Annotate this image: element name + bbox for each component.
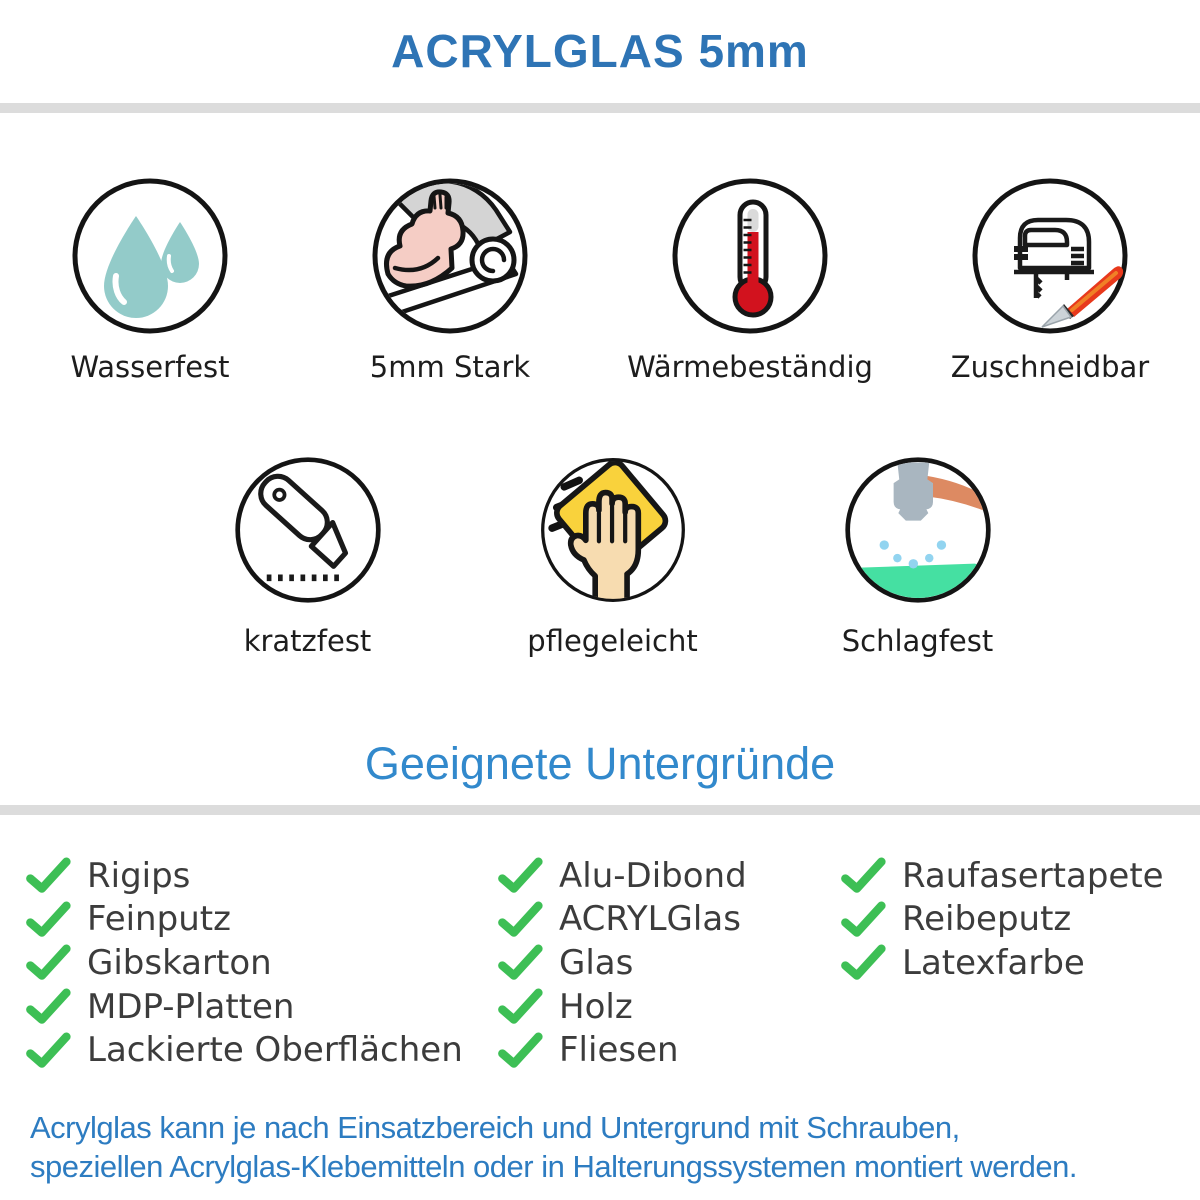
check-icon bbox=[840, 901, 886, 938]
surface-label: Holz bbox=[559, 986, 633, 1027]
list-item: Fliesen bbox=[497, 1028, 747, 1072]
list-item: Reibeputz bbox=[840, 898, 1164, 942]
surface-label: ACRYLGlas bbox=[559, 899, 741, 940]
check-icon bbox=[497, 944, 543, 981]
divider-bar bbox=[0, 805, 1200, 815]
feature-wasserfest: Wasserfest bbox=[0, 176, 300, 384]
surface-label: Reibeputz bbox=[902, 899, 1072, 940]
list-item: Latexfarbe bbox=[840, 941, 1164, 985]
water-drops-icon bbox=[70, 176, 230, 336]
thermometer-icon bbox=[670, 176, 830, 336]
footer-line-2: speziellen Acrylglas-Klebemitteln oder i… bbox=[30, 1148, 1078, 1184]
surfaces-list: Rigips Feinputz Gibskarton MDP-Platten L… bbox=[0, 854, 1200, 1104]
list-item: Raufasertapete bbox=[840, 854, 1164, 898]
flex-arm-roll-icon bbox=[370, 176, 530, 336]
features-row-2: kratzfest pflegeleicht bbox=[0, 455, 1200, 658]
surface-label: Gibskarton bbox=[87, 942, 272, 983]
list-item: Alu-Dibond bbox=[497, 854, 747, 898]
page-title: ACRYLGLAS 5mm bbox=[391, 25, 809, 77]
surface-column-3: Raufasertapete Reibeputz Latexfarbe bbox=[840, 854, 1164, 985]
surface-label: Fliesen bbox=[559, 1030, 679, 1071]
hammer-impact-icon bbox=[843, 455, 993, 605]
surface-column-1: Rigips Feinputz Gibskarton MDP-Platten L… bbox=[25, 854, 463, 1072]
feature-5mm-stark: 5mm Stark bbox=[300, 176, 600, 384]
feature-waermebestaendig: Wärmebeständig bbox=[600, 176, 900, 384]
check-icon bbox=[25, 857, 71, 894]
list-item: MDP-Platten bbox=[25, 985, 463, 1029]
list-item: Glas bbox=[497, 941, 747, 985]
check-icon bbox=[497, 1032, 543, 1069]
check-icon bbox=[25, 901, 71, 938]
feature-label: Wärmebeständig bbox=[627, 350, 873, 384]
surface-label: Lackierte Oberflächen bbox=[87, 1030, 463, 1071]
surface-label: Alu-Dibond bbox=[559, 855, 747, 896]
footer-note: Acrylglas kann je nach Einsatzbereich un… bbox=[30, 1109, 1190, 1186]
feature-pflegeleicht: pflegeleicht bbox=[460, 455, 765, 658]
list-item: Holz bbox=[497, 985, 747, 1029]
cleaning-hand-icon bbox=[538, 455, 688, 605]
feature-label: Schlagfest bbox=[841, 624, 994, 658]
feature-zuschneidbar: Zuschneidbar bbox=[900, 176, 1200, 384]
check-icon bbox=[497, 901, 543, 938]
list-item: Rigips bbox=[25, 854, 463, 898]
feature-kratzfest: kratzfest bbox=[155, 455, 460, 658]
surface-label: Glas bbox=[559, 942, 634, 983]
surface-label: MDP-Platten bbox=[87, 986, 295, 1027]
footer-line-1: Acrylglas kann je nach Einsatzbereich un… bbox=[30, 1110, 960, 1145]
list-item: Gibskarton bbox=[25, 941, 463, 985]
check-icon bbox=[840, 857, 886, 894]
surface-column-2: Alu-Dibond ACRYLGlas Glas Holz Fliesen bbox=[497, 854, 747, 1072]
list-item: ACRYLGlas bbox=[497, 898, 747, 942]
features-row-1: Wasserfest 5mm Stark bbox=[0, 176, 1200, 384]
surface-label: Raufasertapete bbox=[902, 855, 1164, 896]
utility-knife-icon bbox=[233, 455, 383, 605]
check-icon bbox=[25, 988, 71, 1025]
surface-label: Latexfarbe bbox=[902, 942, 1085, 983]
jigsaw-knife-icon bbox=[970, 176, 1130, 336]
feature-label: kratzfest bbox=[243, 624, 372, 658]
check-icon bbox=[25, 944, 71, 981]
feature-label: pflegeleicht bbox=[527, 624, 698, 658]
feature-label: Zuschneidbar bbox=[950, 350, 1150, 384]
list-item: Lackierte Oberflächen bbox=[25, 1028, 463, 1072]
surface-label: Feinputz bbox=[87, 899, 231, 940]
check-icon bbox=[840, 944, 886, 981]
check-icon bbox=[497, 857, 543, 894]
feature-label: 5mm Stark bbox=[369, 350, 531, 384]
check-icon bbox=[497, 988, 543, 1025]
surface-label: Rigips bbox=[87, 855, 191, 896]
divider-bar bbox=[0, 103, 1200, 113]
section-heading: Geeignete Untergründe bbox=[364, 738, 836, 789]
check-icon bbox=[25, 1032, 71, 1069]
feature-schlagfest: Schlagfest bbox=[765, 455, 1070, 658]
feature-label: Wasserfest bbox=[70, 350, 230, 384]
list-item: Feinputz bbox=[25, 898, 463, 942]
